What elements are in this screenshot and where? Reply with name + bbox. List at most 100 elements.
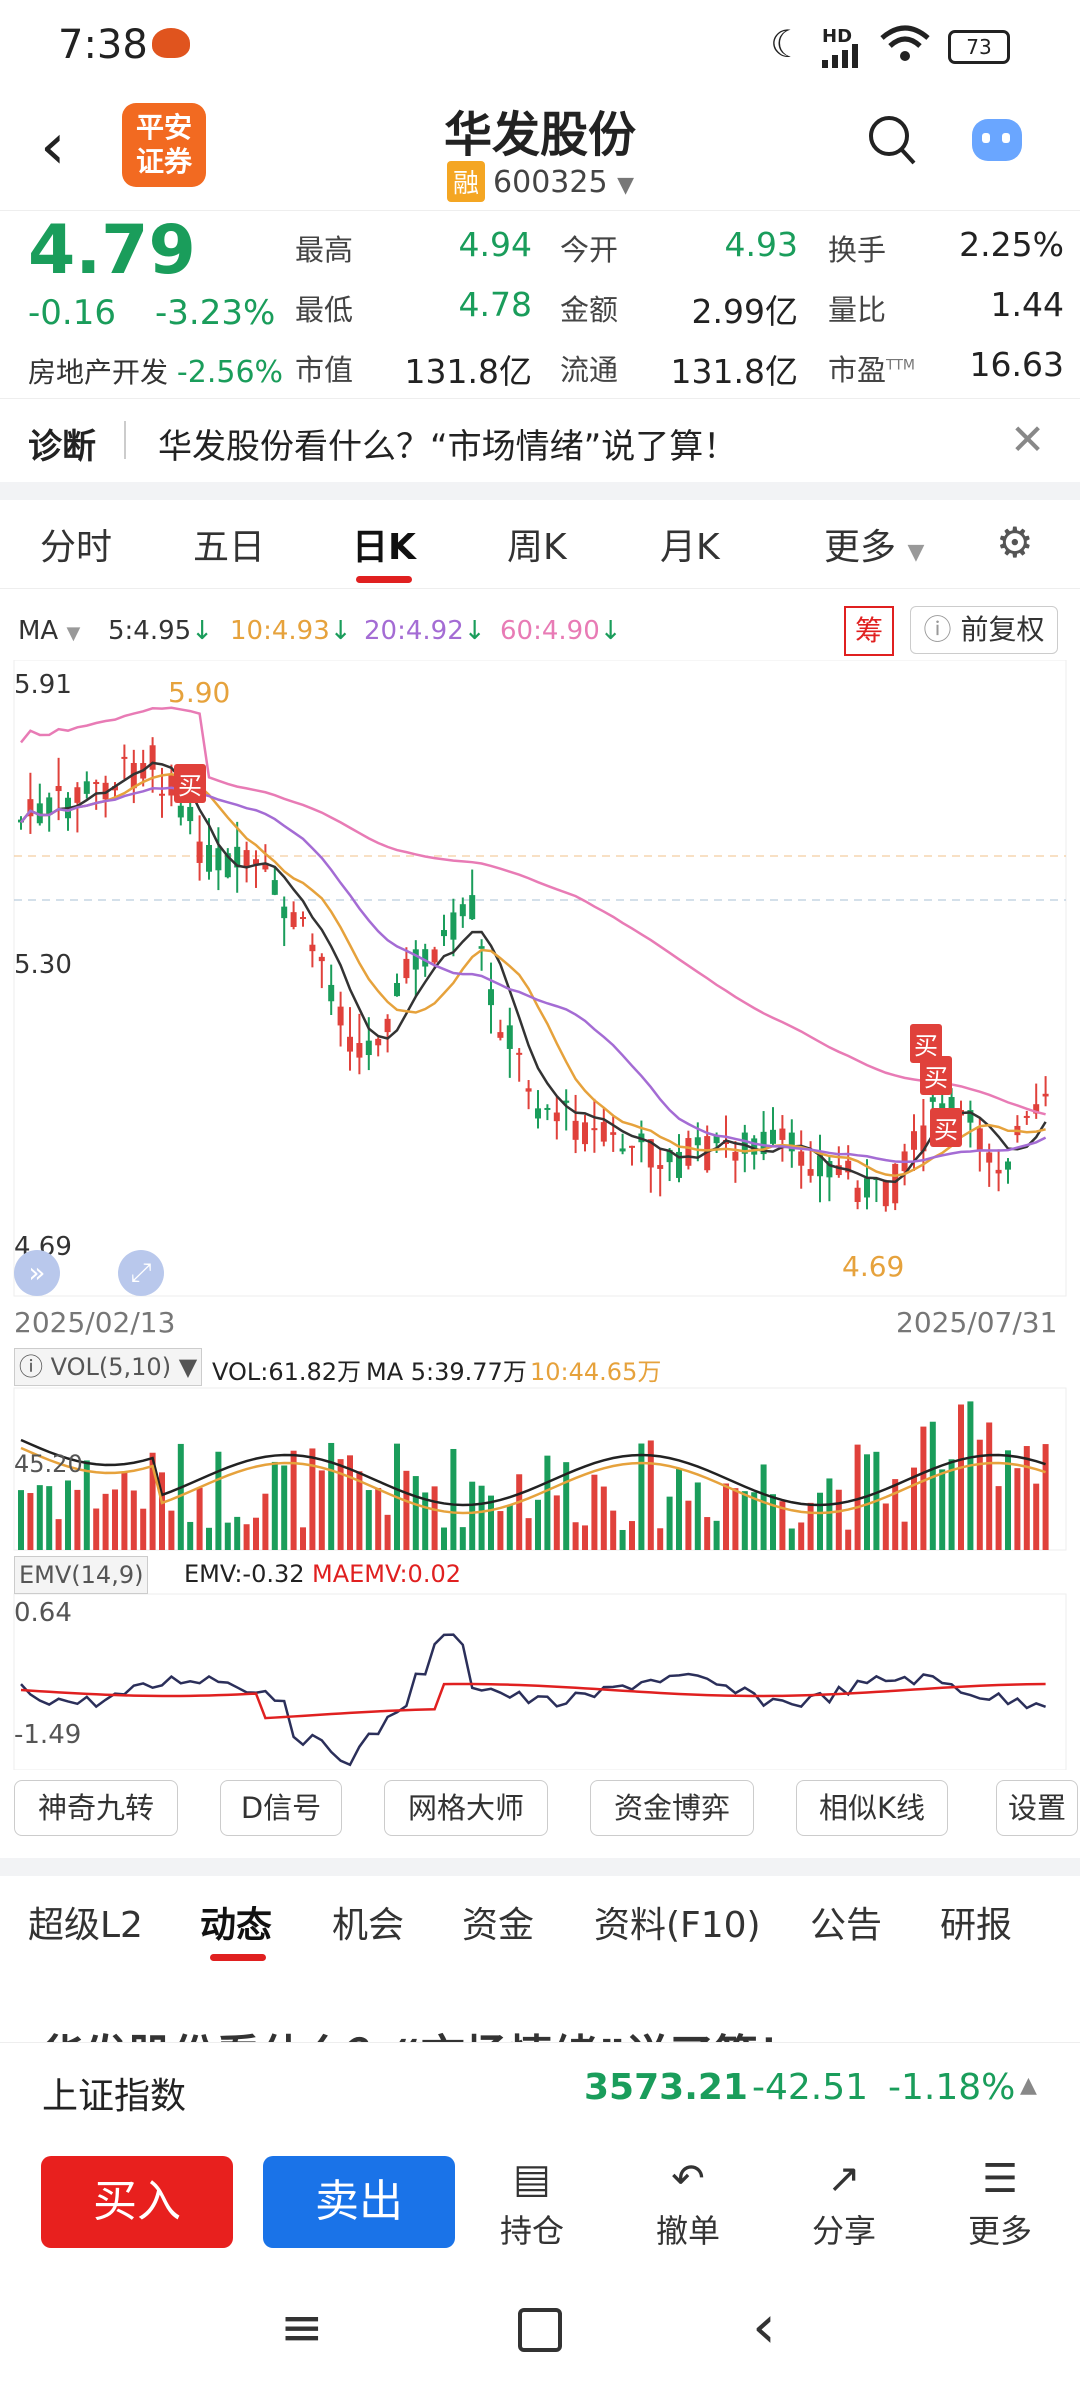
close-icon[interactable]: ✕: [1010, 415, 1046, 464]
kline-candle: [149, 745, 156, 770]
volume-bar: [967, 1401, 974, 1550]
tab-intraday[interactable]: 分时: [40, 527, 113, 568]
emv-indicator-selector[interactable]: EMV(14,9): [14, 1556, 149, 1594]
volume-bar: [920, 1426, 927, 1550]
volume-bar: [300, 1527, 306, 1550]
news-preview[interactable]: 华发股份看什么？“市场情绪”说了算！: [0, 1968, 1080, 2042]
volume-bar: [206, 1527, 212, 1550]
kline-candle: [610, 1132, 617, 1135]
index-ticker[interactable]: 上证指数 3573.21 -42.51 -1.18% ▲: [0, 2042, 1080, 2139]
menu-icon[interactable]: ≡: [280, 2298, 324, 2358]
tab-five-day[interactable]: 五日: [193, 527, 266, 568]
adjust-mode-button[interactable]: ⓘ 前复权: [910, 606, 1058, 654]
tab-opportunity[interactable]: 机会: [332, 1905, 405, 1946]
kline-candle: [1023, 1115, 1030, 1118]
ma20-value: 20:4.92↓: [364, 616, 486, 646]
kline-chart-area[interactable]: 5.91 5.30 4.69 5.90 4.69 买 买 买 买 » ⤢ 202…: [0, 659, 1080, 1771]
home-icon[interactable]: [518, 2308, 562, 2352]
volume-bar: [657, 1528, 664, 1550]
kline-candle: [741, 1132, 748, 1154]
kline-candle: [544, 1107, 551, 1110]
kline-candle: [1005, 1161, 1011, 1170]
tab-research[interactable]: 研报: [940, 1905, 1013, 1946]
volume-bar: [497, 1511, 504, 1550]
sell-button[interactable]: 卖出: [263, 2156, 455, 2248]
volume-bar: [854, 1444, 861, 1550]
emv-axis-min: -1.49: [14, 1720, 82, 1750]
stock-code-row[interactable]: 融 600325 ▼: [447, 161, 634, 202]
volume-bar: [986, 1422, 993, 1550]
more-button[interactable]: ☰ 更多: [940, 2152, 1060, 2252]
tab-monthly-k[interactable]: 月K: [660, 527, 720, 568]
kline-candle: [525, 1088, 532, 1092]
buy-button[interactable]: 买入: [41, 2156, 233, 2248]
ma-selector[interactable]: MA ▼: [18, 616, 81, 646]
tool-magic-nine[interactable]: 神奇九转: [14, 1780, 178, 1836]
kline-candle: [337, 1006, 344, 1026]
volume-bar: [713, 1520, 720, 1550]
volume-bar: [46, 1486, 53, 1550]
kline-candle: [516, 1052, 523, 1055]
tool-settings[interactable]: 设置: [996, 1780, 1078, 1836]
kline-candle: [864, 1178, 870, 1198]
tool-d-signal[interactable]: D信号: [220, 1780, 342, 1836]
holdings-button[interactable]: ▤ 持仓: [472, 2152, 592, 2252]
back-nav-icon[interactable]: ‹: [752, 2292, 776, 2362]
volume-bar: [488, 1495, 494, 1550]
volume-bar: [74, 1489, 81, 1550]
label-pe: 市盈TTM: [828, 353, 915, 387]
kline-candle: [347, 1036, 353, 1052]
volume-bar: [347, 1455, 353, 1550]
share-button[interactable]: ↗ 分享: [784, 2152, 904, 2252]
moon-icon: ☾: [770, 22, 805, 66]
volume-bar: [93, 1508, 100, 1550]
kline-candle: [647, 1139, 654, 1168]
tab-news[interactable]: 动态: [200, 1905, 273, 1946]
margin-badge: 融: [447, 161, 486, 202]
info-tabs: 超级L2 动态 机会 资金 资料(F10) 公告 研报: [0, 1876, 1080, 1968]
vol-indicator-selector[interactable]: ⓘ VOL(5,10) ▼: [14, 1348, 203, 1386]
kline-candle: [826, 1161, 833, 1178]
cancel-order-button[interactable]: ↶ 撤单: [628, 2152, 748, 2252]
kline-candle: [55, 786, 62, 792]
tab-funds[interactable]: 资金: [462, 1905, 535, 1946]
ma60-line: [20, 706, 1046, 1116]
back-icon[interactable]: ‹: [40, 110, 66, 184]
kline-candle: [995, 1169, 1002, 1174]
kline-candle: [375, 1038, 382, 1046]
search-icon[interactable]: [866, 113, 918, 173]
expand-left-icon[interactable]: »: [14, 1250, 60, 1296]
kline-candle: [290, 912, 297, 927]
volume-bar: [309, 1448, 316, 1550]
robot-assistant-icon[interactable]: [972, 119, 1022, 161]
y-axis-mid: 5.30: [14, 950, 72, 980]
tab-more[interactable]: 更多 ▼: [824, 527, 925, 568]
volume-bar: [817, 1492, 823, 1550]
volume-bar: [591, 1474, 598, 1550]
tool-fund-game[interactable]: 资金博弈: [590, 1780, 754, 1836]
index-name: 上证指数: [42, 2076, 187, 2117]
tab-super-l2[interactable]: 超级L2: [28, 1905, 143, 1946]
tool-similar-kline[interactable]: 相似K线: [796, 1780, 948, 1836]
kline-candle: [751, 1138, 758, 1155]
tab-f10[interactable]: 资料(F10): [594, 1905, 761, 1946]
tab-announcements[interactable]: 公告: [810, 1905, 883, 1946]
settings-gear-icon[interactable]: ⚙: [996, 518, 1034, 567]
volume-bar: [563, 1462, 570, 1550]
kline-candle: [629, 1145, 635, 1148]
sector-change[interactable]: 房地产开发 -2.56%: [28, 355, 284, 390]
fullscreen-icon[interactable]: ⤢: [118, 1250, 164, 1296]
chip-distribution-button[interactable]: 筹: [844, 606, 894, 656]
tab-daily-k[interactable]: 日K: [352, 527, 416, 568]
volume-bar: [1023, 1446, 1030, 1550]
kline-candle: [976, 1128, 983, 1151]
diagnose-banner[interactable]: 诊断 华发股份看什么？“市场情绪”说了算！ ✕: [0, 398, 1080, 483]
volume-bar: [1005, 1450, 1011, 1550]
tool-grid-master[interactable]: 网格大师: [384, 1780, 548, 1836]
volume-bar: [215, 1451, 222, 1550]
volume-bar: [770, 1494, 776, 1550]
ma5-line: [20, 761, 1047, 1184]
volume-bar: [525, 1518, 532, 1550]
status-bar: 7:38 ☾ HD 73: [0, 0, 1080, 100]
tab-weekly-k[interactable]: 周K: [507, 527, 567, 568]
